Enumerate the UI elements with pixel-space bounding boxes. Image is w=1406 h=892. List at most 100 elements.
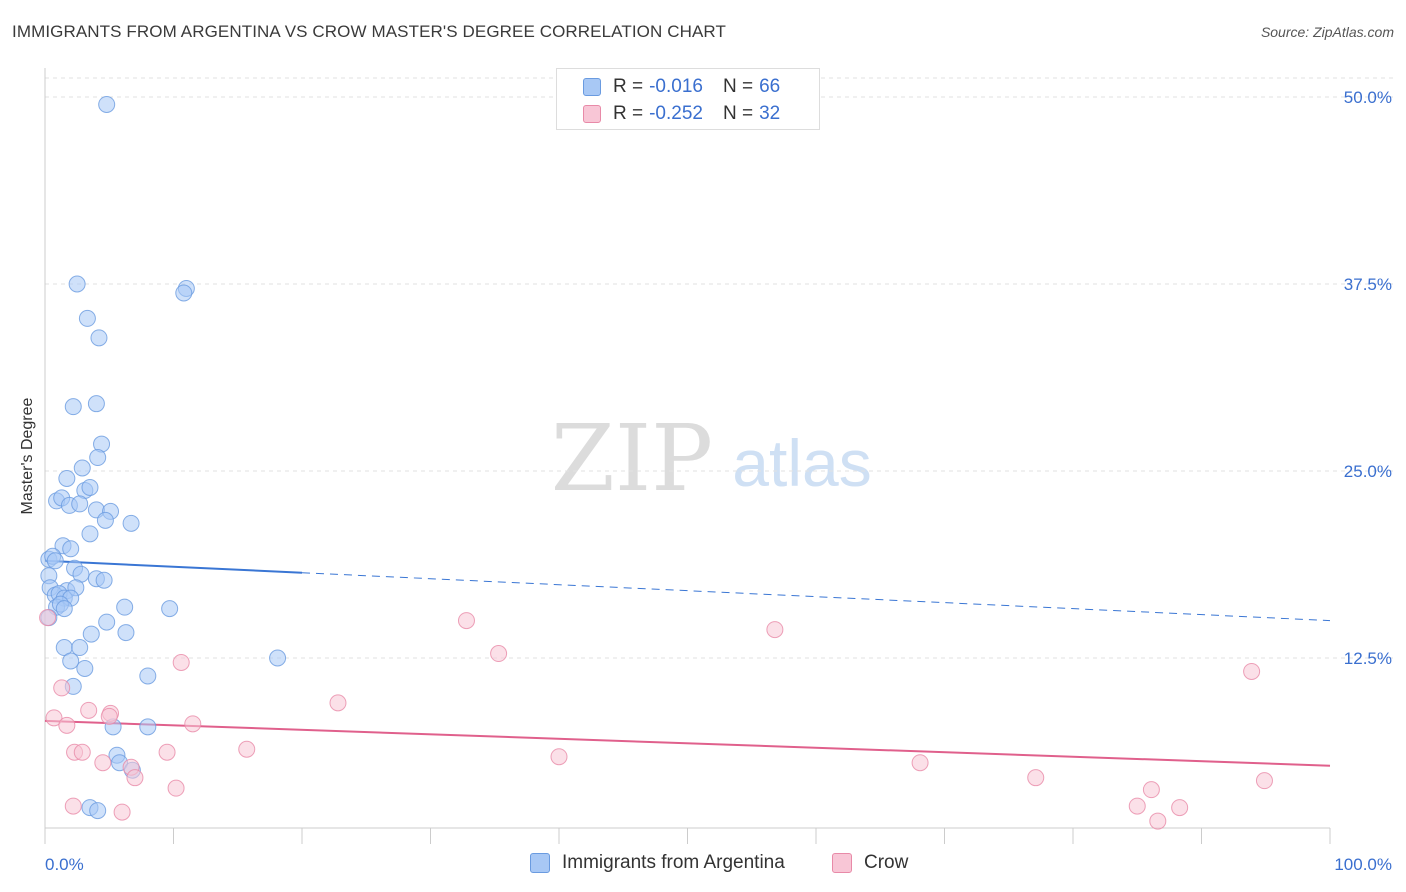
legend-row-argentina: R = -0.016 N = 66	[583, 75, 780, 99]
legend-label-argentina: Immigrants from Argentina	[562, 852, 785, 873]
data-point	[269, 649, 287, 667]
watermark-zip: ZIP	[551, 405, 713, 512]
data-point	[1027, 769, 1045, 787]
data-point	[53, 679, 71, 697]
data-point	[64, 398, 82, 416]
data-point	[71, 639, 89, 657]
data-point	[95, 571, 113, 589]
data-point	[158, 743, 176, 761]
data-point	[457, 612, 475, 630]
data-point	[81, 478, 99, 496]
legend-label-crow: Crow	[864, 852, 909, 873]
legend-r-label: R =	[613, 76, 644, 97]
legend-n-value: 66	[759, 76, 781, 97]
data-point	[68, 275, 86, 293]
data-point	[1128, 797, 1146, 815]
legend-r-value: -0.252	[649, 103, 703, 124]
trend-line-argentina	[44, 559, 303, 574]
data-point	[81, 525, 99, 543]
data-point	[62, 540, 80, 558]
data-point	[113, 803, 131, 821]
data-point	[90, 329, 108, 347]
data-point	[94, 754, 112, 772]
legend-r-label: R =	[613, 103, 644, 124]
legend-item-crow: Crow	[832, 852, 908, 874]
legend-swatch-argentina	[583, 78, 601, 96]
data-point	[39, 609, 57, 627]
source-credit: Source: ZipAtlas.com	[1260, 24, 1394, 40]
data-point	[329, 694, 347, 712]
data-point	[62, 652, 80, 670]
series-crow	[39, 609, 1273, 830]
data-point	[87, 395, 105, 413]
data-point	[126, 769, 144, 787]
series-argentina	[40, 95, 287, 820]
data-point	[550, 748, 568, 766]
x-tick-label: 0.0%	[45, 855, 84, 874]
data-point	[96, 511, 114, 529]
data-point	[100, 707, 118, 725]
axes	[44, 68, 1331, 844]
data-point	[89, 802, 107, 820]
x-tick-label: 100.0%	[1334, 855, 1392, 874]
data-point	[167, 779, 185, 797]
data-point	[1171, 799, 1189, 817]
data-point	[490, 645, 508, 663]
data-point	[766, 621, 784, 639]
legend-n-label: N =	[722, 76, 754, 97]
y-tick-label: 50.0%	[1344, 88, 1392, 107]
data-point	[911, 754, 929, 772]
data-points	[39, 95, 1273, 830]
data-point	[1243, 662, 1261, 680]
legend-item-argentina: Immigrants from Argentina	[530, 852, 785, 874]
legend-n-label: N =	[722, 103, 754, 124]
data-point	[161, 600, 179, 618]
data-point	[172, 653, 190, 671]
y-axis-label: Master's Degree	[19, 397, 36, 515]
chart-title: IMMIGRANTS FROM ARGENTINA VS CROW MASTER…	[12, 22, 726, 41]
data-point	[76, 659, 94, 677]
y-tick-label: 12.5%	[1344, 649, 1392, 668]
data-point	[55, 600, 73, 618]
legend-swatch-crow	[832, 853, 852, 873]
data-point	[122, 514, 140, 532]
data-point	[46, 552, 64, 570]
legend-n-value: 32	[759, 103, 781, 124]
data-point	[1255, 772, 1273, 790]
data-point	[1149, 812, 1167, 830]
trend-lines	[44, 559, 1331, 767]
data-point	[82, 625, 100, 643]
data-point	[139, 667, 157, 685]
data-point	[89, 449, 107, 467]
data-point	[73, 459, 91, 477]
data-point	[45, 709, 63, 727]
data-point	[58, 469, 76, 487]
data-point	[117, 624, 135, 642]
data-point	[98, 613, 116, 631]
trend-line-crow	[44, 719, 1331, 767]
y-tick-label: 37.5%	[1344, 275, 1392, 294]
legend-swatch-argentina	[530, 853, 550, 873]
data-point	[184, 715, 202, 733]
trend-line-argentina-extrapolated	[301, 572, 1331, 622]
watermark: ZIP atlas	[551, 405, 872, 512]
watermark-atlas: atlas	[732, 426, 871, 500]
data-point	[139, 718, 157, 736]
series-legend: Immigrants from Argentina Crow	[0, 850, 1406, 878]
data-point	[116, 598, 134, 616]
legend-r-value: -0.016	[649, 76, 703, 97]
data-point	[238, 740, 256, 758]
data-point	[58, 716, 76, 734]
tick-labels: 12.5% 25.0% 37.5% 50.0% 0.0% 100.0%	[45, 88, 1392, 874]
data-point	[73, 743, 91, 761]
data-point	[1142, 781, 1160, 799]
data-point	[80, 701, 98, 719]
y-tick-label: 25.0%	[1344, 462, 1392, 481]
data-point	[98, 95, 116, 113]
correlation-legend: R = -0.016 N = 66 R = -0.252 N = 32	[556, 68, 820, 130]
legend-row-crow: R = -0.252 N = 32	[583, 102, 780, 126]
data-point	[175, 284, 193, 302]
data-point	[64, 797, 82, 815]
data-point	[78, 309, 96, 327]
